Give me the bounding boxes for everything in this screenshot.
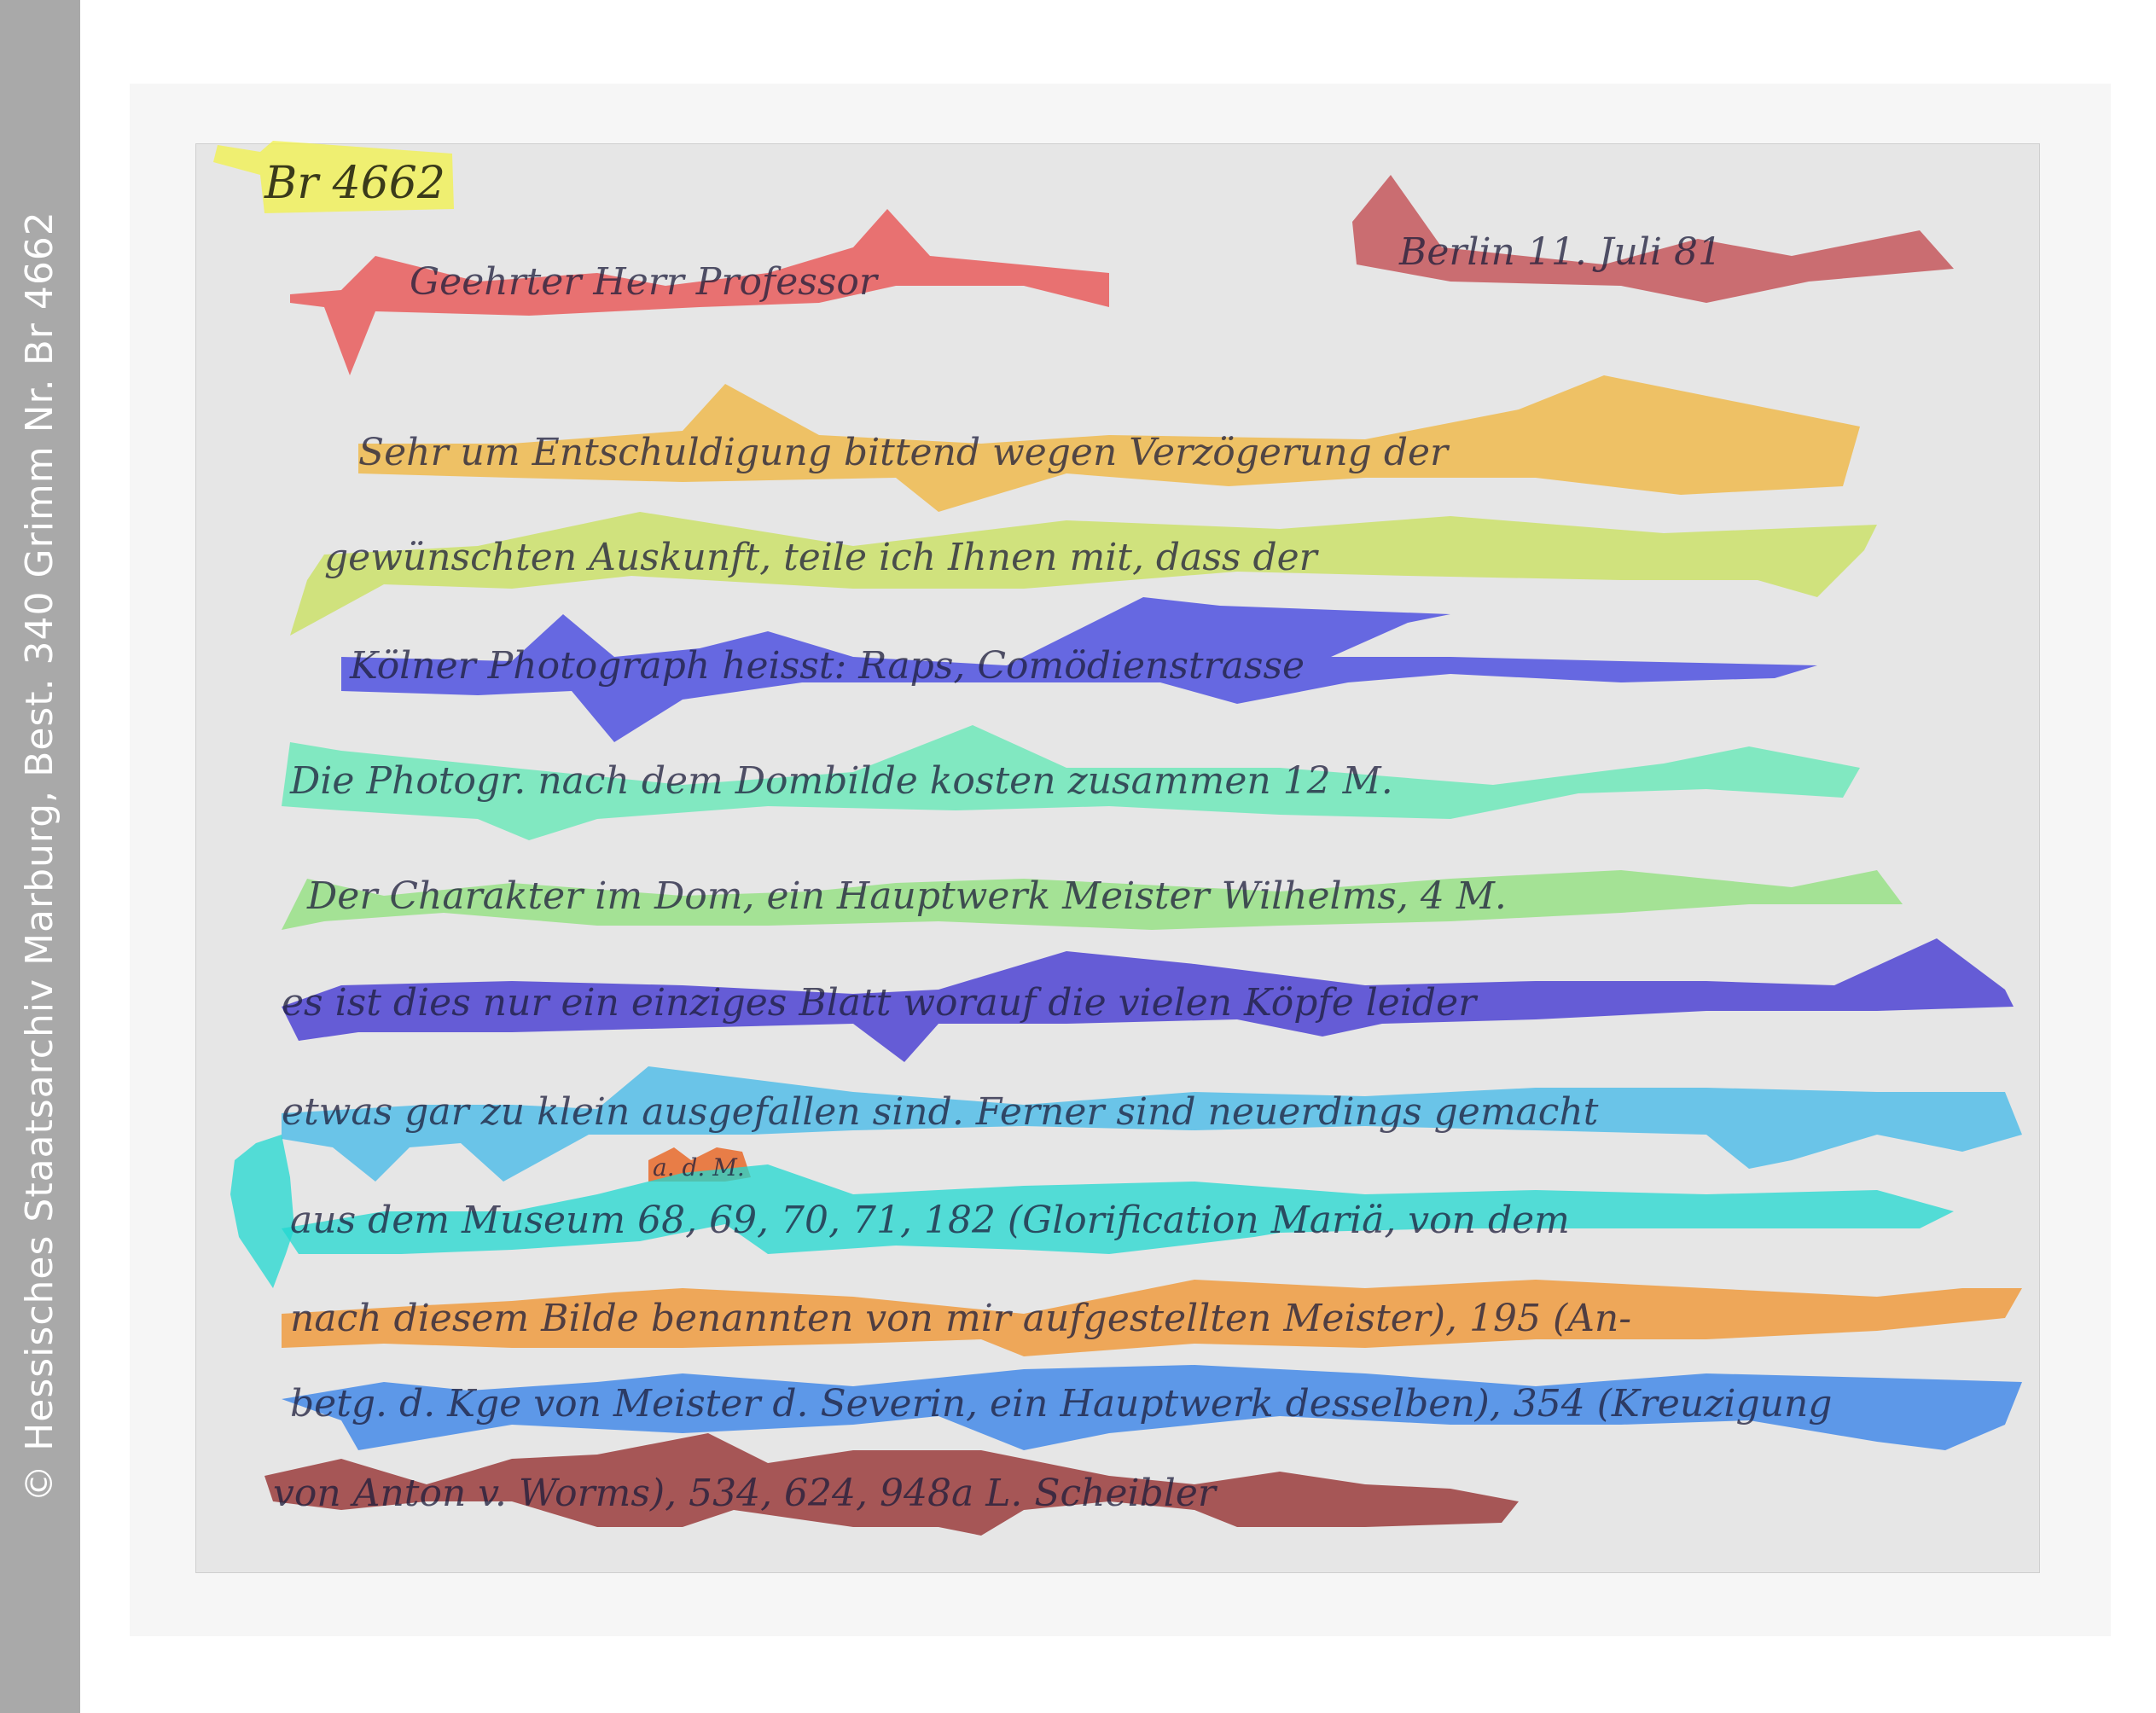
archive-number: Br 4662 (264, 158, 445, 209)
line-text-7: es ist dies nur ein einziges Blatt worau… (282, 981, 1479, 1025)
copyright-band: © Hessisches Staatsarchiv Marburg, Best.… (0, 0, 80, 1713)
line-region-11 (282, 1365, 2022, 1450)
line-text-11: betg. d. Kge von Meister d. Severin, ein… (290, 1382, 1832, 1426)
line-region-6 (282, 870, 1903, 930)
archive-number-region (213, 141, 454, 213)
line-text-3: gewünschten Auskunft, teile ich Ihnen mi… (324, 536, 1320, 579)
line-text-date: Berlin 11. Juli 81 (1398, 230, 1722, 274)
line-text-2: Sehr um Entschuldigung bittend wegen Ver… (358, 431, 1450, 474)
line-text-insert: a. d. M. (653, 1153, 745, 1182)
line-region-10 (282, 1280, 2022, 1356)
line-text-1: Geehrter Herr Professor (410, 260, 880, 304)
line-region-9 (282, 1164, 1954, 1254)
line-region-2 (358, 375, 1860, 512)
line-region-7 (282, 938, 2014, 1062)
line-text-12: von Anton v. Worms), 534, 624, 948a L. S… (273, 1472, 1218, 1515)
margin-bracket-region (230, 1135, 294, 1288)
line-text-6: Der Charakter im Dom, ein Hauptwerk Meis… (306, 874, 1507, 918)
line-region-4 (341, 597, 1817, 742)
line-text-9: aus dem Museum 68, 69, 70, 71, 182 (Glor… (290, 1199, 1570, 1242)
line-text-4: Kölner Photograph heisst: Raps, Comödien… (349, 644, 1305, 688)
line-region-12 (264, 1433, 1519, 1536)
line-region-date (1352, 175, 1954, 303)
line-text-10: nach diesem Bilde benannten von mir aufg… (290, 1297, 1631, 1340)
line-text-5: Die Photogr. nach dem Dombilde kosten zu… (289, 759, 1393, 803)
line-region-3 (290, 512, 1877, 636)
line-region-5 (282, 725, 1860, 840)
line-region-8 (282, 1066, 2022, 1182)
line-text-8: etwas gar zu klein ausgefallen sind. Fer… (282, 1090, 1599, 1134)
line-region-1 (290, 209, 1109, 375)
